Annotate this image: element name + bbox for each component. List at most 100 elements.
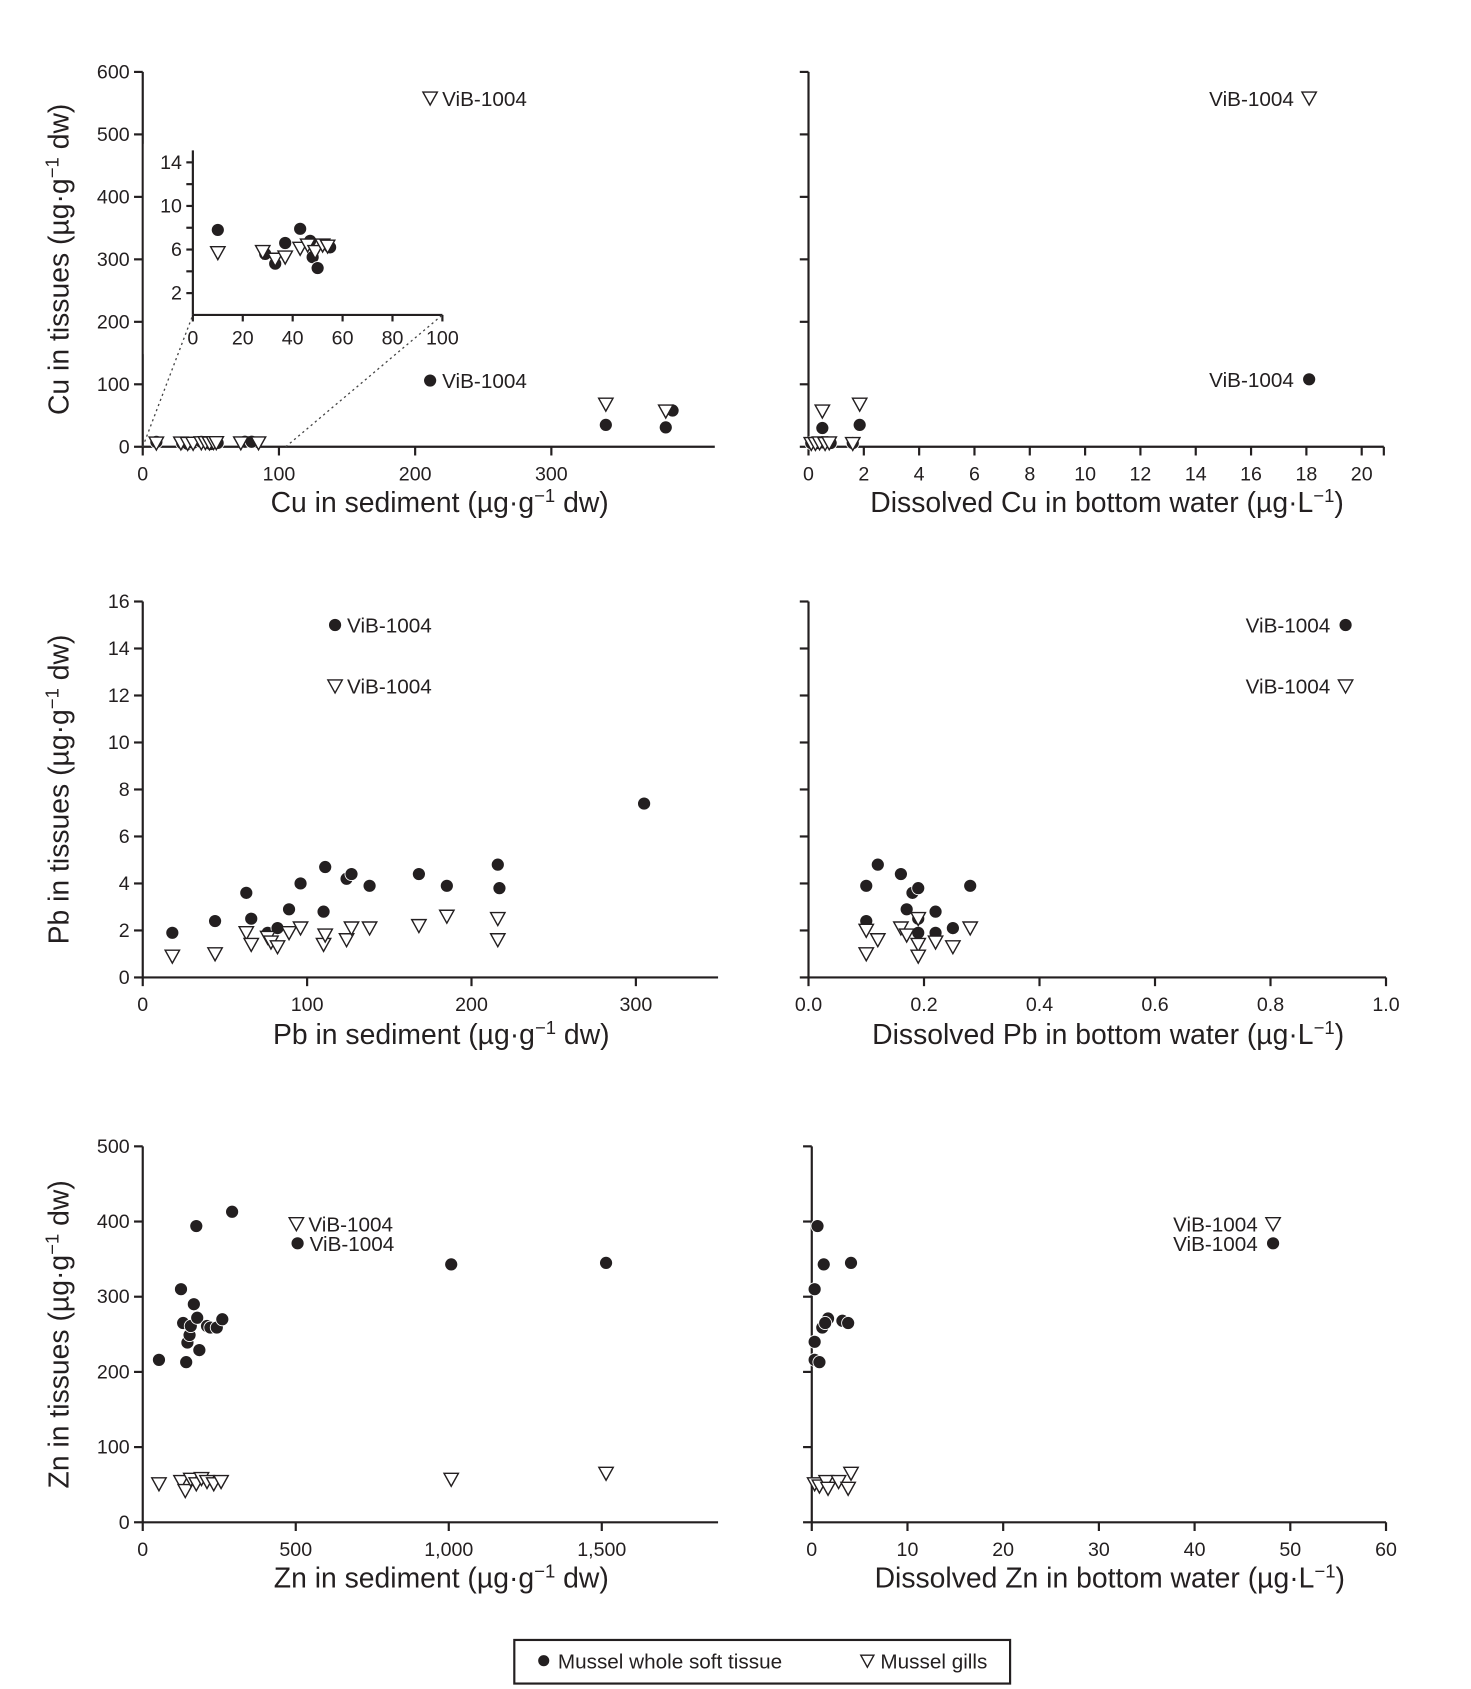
y-tick-label: 12 — [108, 685, 130, 707]
annotation-label: ViB-1004 — [442, 370, 527, 393]
inset-x-tick-label: 80 — [382, 327, 404, 349]
data-point-gills — [909, 949, 927, 965]
y-axis-title-text: Cu in tissues (µg·g — [44, 178, 76, 415]
x-axis-title-text: Dissolved Pb in bottom water (µg·L — [872, 1019, 1313, 1051]
x-axis-title-superscript: −1 — [1314, 1560, 1335, 1581]
x-axis-title-superscript: −1 — [535, 1016, 556, 1037]
data-point-gills — [857, 923, 875, 939]
y-tick-label: 500 — [97, 1136, 130, 1158]
x-axis-title-superscript: −1 — [534, 485, 555, 506]
data-point-gills — [242, 937, 260, 953]
series-whole-tissue — [151, 1204, 614, 1370]
y-tick-label: 2 — [119, 920, 130, 942]
data-point-whole-tissue — [411, 867, 426, 882]
x-tick-label: 14 — [1185, 464, 1207, 486]
data-point-gills — [820, 436, 838, 452]
x-tick-label: 2 — [858, 464, 869, 486]
y-axis-title: Zn in tissues (µg·g−1 dw) — [41, 1180, 75, 1488]
data-point-whole-tissue — [174, 1282, 188, 1297]
data-point-gills — [326, 679, 344, 695]
legend-label-gills: Mussel gills — [880, 1650, 987, 1673]
x-tick-label: 100 — [291, 994, 324, 1016]
data-point-whole-tissue — [328, 618, 343, 632]
data-point-gills — [844, 436, 862, 452]
data-point-whole-tissue — [928, 904, 943, 919]
data-point-gills — [839, 1481, 857, 1497]
data-point-gills — [869, 933, 887, 949]
inset-point-whole-tissue — [310, 261, 325, 276]
inset-point-gills — [254, 244, 272, 261]
x-axis-title-text-end: ) — [1336, 1563, 1345, 1595]
x-tick-label: 0 — [137, 464, 148, 486]
x-tick-label: 200 — [399, 464, 432, 486]
chart-panel-6: 0 10 20 30 40 50 60 Dissolved Zn in bottom wate… — [803, 1145, 1397, 1595]
series-whole-tissue — [149, 373, 680, 452]
x-axis-title: Dissolved Cu in bottom water (µg·L−1) — [870, 485, 1344, 520]
data-point-whole-tissue — [293, 876, 308, 891]
data-point-gills — [361, 921, 378, 937]
y-tick-label: 8 — [119, 779, 130, 801]
inset-chart: 0 20 40 60 80 100 2 6 10 14 — [143, 143, 461, 355]
inset-y-tick-label: 2 — [171, 283, 182, 305]
data-point-whole-tissue — [810, 1219, 825, 1234]
series-gills — [163, 679, 507, 965]
data-point-gills — [280, 925, 298, 942]
data-point-whole-tissue — [945, 921, 960, 936]
data-point-whole-tissue — [963, 878, 978, 893]
x-tick-label: 10 — [897, 1539, 919, 1561]
x-tick-label: 100 — [263, 464, 296, 486]
data-point-whole-tissue — [244, 911, 259, 926]
inset-point-gills — [306, 244, 324, 261]
x-tick-label: 8 — [1024, 464, 1035, 486]
x-axis-title-text-end: dw) — [555, 487, 609, 519]
y-axis-title-text: Pb in tissues (µg·g — [44, 709, 76, 944]
y-tick-label: 0 — [119, 967, 130, 989]
x-axis-title: Cu in sediment (µg·g−1 dw) — [271, 485, 609, 520]
annotation-label: ViB-1004 — [308, 1213, 393, 1236]
data-point-gills — [410, 918, 428, 935]
y-tick-label: 200 — [97, 311, 130, 333]
data-point-whole-tissue — [189, 1219, 204, 1234]
data-point-gills — [269, 940, 286, 956]
inset-point-gills — [266, 252, 284, 268]
data-point-gills — [147, 436, 165, 452]
data-point-gills — [961, 921, 979, 937]
y-tick-label: 500 — [97, 124, 130, 146]
inset-y-tick-label: 10 — [160, 195, 182, 217]
data-point-whole-tissue — [225, 1204, 240, 1219]
data-point-gills — [292, 921, 309, 937]
data-point-whole-tissue — [444, 1257, 459, 1272]
y-tick-label: 300 — [97, 249, 130, 271]
inset-point-whole-tissue — [278, 236, 293, 250]
x-tick-label: 200 — [455, 994, 488, 1016]
annotation-label: ViB-1004 — [347, 676, 432, 699]
data-point-whole-tissue — [423, 373, 438, 388]
inset-point-whole-tissue — [210, 222, 225, 237]
data-point-gills — [857, 947, 875, 963]
x-tick-label: 18 — [1295, 464, 1317, 486]
x-axis-title-text: Dissolved Zn in bottom water (µg·L — [875, 1563, 1315, 1595]
x-tick-label: 1,000 — [424, 1539, 473, 1561]
y-tick-label: 6 — [119, 826, 130, 848]
x-tick-label: 0 — [137, 994, 148, 1016]
data-point-whole-tissue — [318, 860, 333, 874]
annotation-label: ViB-1004 — [1246, 615, 1331, 638]
data-point-whole-tissue — [870, 857, 885, 872]
x-axis-title-text: Zn in sediment (µg·g — [274, 1563, 534, 1595]
y-tick-label: 0 — [119, 436, 130, 458]
series-gills — [802, 91, 1318, 452]
x-axis-title-text: Cu in sediment (µg·g — [271, 487, 535, 519]
legend: Mussel whole soft tissue Mussel gills — [513, 1638, 1012, 1685]
inset-point-gills — [209, 245, 227, 262]
data-point-whole-tissue — [1338, 618, 1353, 632]
data-point-whole-tissue — [852, 417, 867, 432]
data-point-gills — [489, 933, 507, 949]
series-whole-tissue — [859, 618, 1353, 940]
y-axis-title: Pb in tissues (µg·g−1 dw) — [41, 635, 75, 945]
y-axis-title-text: Zn in tissues (µg·g — [44, 1255, 76, 1489]
annotation-label: ViB-1004 — [310, 1233, 395, 1256]
x-tick-label: 60 — [1375, 1539, 1397, 1561]
